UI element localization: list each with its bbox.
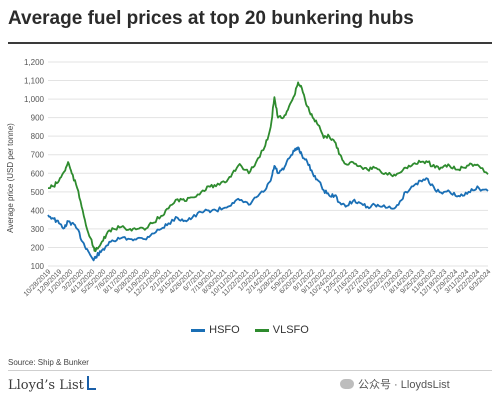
y-tick-label: 200 <box>31 243 45 252</box>
x-axis-ticks: 10/28/201912/9/20191/20/20203/2/20204/13… <box>23 268 493 298</box>
logo-text: Lloyd’s List <box>8 378 84 393</box>
logo-mark-icon <box>86 376 96 390</box>
y-axis-label: Average price (USD per tonne) <box>6 123 15 233</box>
y-tick-label: 1,000 <box>24 95 45 104</box>
source-note: Source: Ship & Bunker <box>8 358 89 367</box>
y-tick-label: 700 <box>31 151 45 160</box>
y-tick-label: 300 <box>31 225 45 234</box>
gridlines <box>48 61 488 267</box>
legend-label-hsfo: HSFO <box>209 324 240 336</box>
watermark-text: 公众号 · LloydsList <box>358 379 450 391</box>
y-tick-label: 900 <box>31 114 45 123</box>
y-tick-label: 600 <box>31 169 45 178</box>
series-lines <box>47 81 489 262</box>
title-divider <box>8 42 492 44</box>
vlsfo-swatch <box>254 328 269 332</box>
lloyds-list-logo: Lloyd’s List <box>8 376 96 393</box>
y-tick-label: 800 <box>31 132 45 141</box>
y-tick-label: 1,100 <box>24 77 45 86</box>
wechat-watermark: 公众号 · LloydsList <box>340 376 450 392</box>
y-tick-label: 400 <box>31 206 45 215</box>
legend-item-hsfo: HSFO <box>191 324 240 336</box>
y-tick-label: 1,200 <box>24 58 45 67</box>
hsfo-swatch <box>191 328 206 332</box>
legend-label-vlsfo: VLSFO <box>272 324 309 336</box>
chart-title: Average fuel prices at top 20 bunkering … <box>8 8 414 29</box>
legend-item-vlsfo: VLSFO <box>254 324 309 336</box>
y-axis-ticks: 100 200 300 400 500 600 700 800 900 1,000 1,100 1,2… <box>24 58 45 271</box>
chart-legend: HSFO VLSFO <box>0 324 500 336</box>
y-tick-label: 500 <box>31 188 45 197</box>
fuel-price-line-chart: 100 200 300 400 500 600 700 800 900 1,000 1,100 1,2… <box>6 58 493 298</box>
footer-divider <box>8 370 492 371</box>
series-line-vlsfo <box>48 81 489 253</box>
y-tick-label: 100 <box>31 262 45 271</box>
series-line-hsfo <box>47 146 489 262</box>
wechat-icon <box>340 379 354 389</box>
